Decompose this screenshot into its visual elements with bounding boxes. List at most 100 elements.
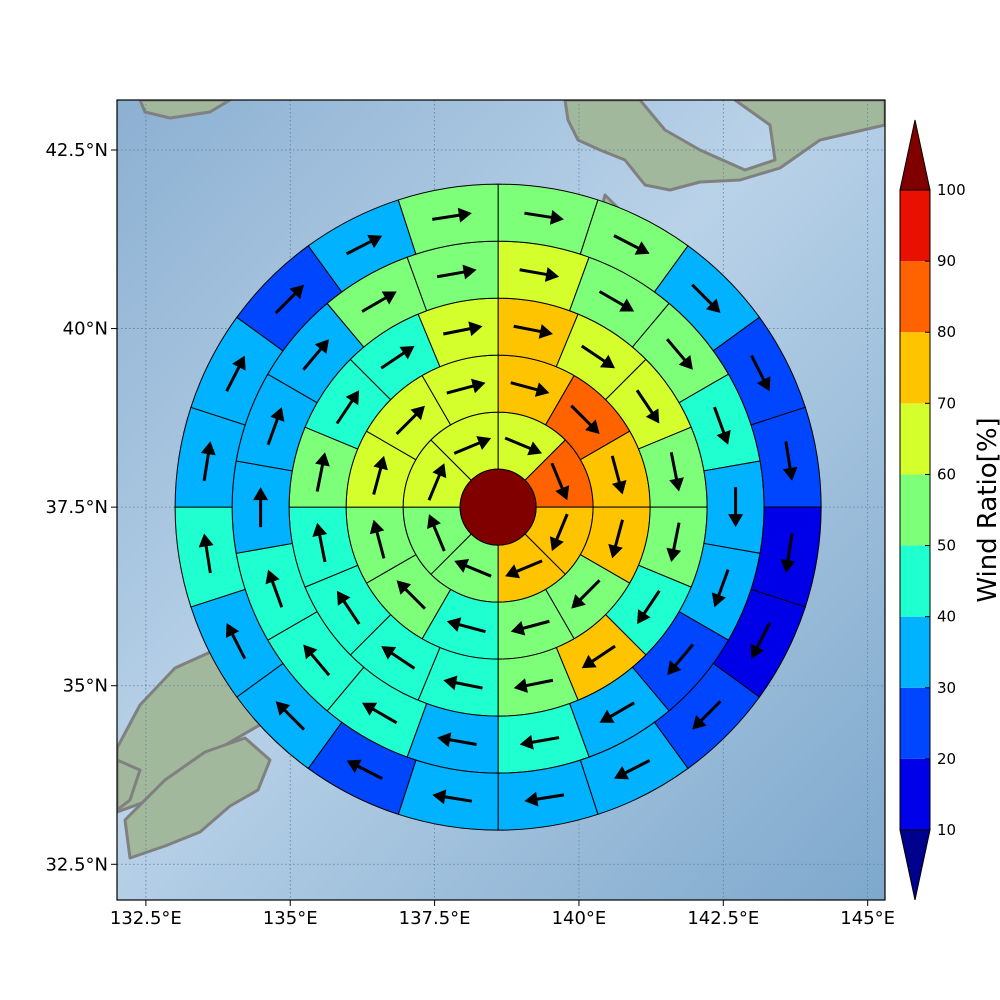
x-axis-ticks: 132.5°E 135°E 137.5°E 140°E 142.5°E 145°E [110, 900, 895, 929]
wind-arrow [312, 522, 328, 563]
sector-cell [231, 460, 293, 554]
land-shape [117, 758, 142, 812]
wind-arrow [524, 210, 564, 225]
wind-arrow [437, 732, 477, 748]
wind-arrow [395, 405, 425, 435]
wind-arrow [362, 702, 398, 725]
wind-arrow [570, 404, 600, 434]
wind-arrow [345, 234, 383, 256]
y-tick-label: 42.5°N [45, 140, 108, 161]
colorbar-tick-label: 30 [937, 679, 956, 697]
colorbar-band [900, 403, 930, 475]
wind-arrow [443, 675, 483, 691]
y-axis-ticks: 32.5°N 35°N 37.5°N 40°N 42.5°N [45, 140, 117, 875]
colorbar: 10 20 30 40 50 60 70 80 90 100 Wind Ratio[%] [899, 119, 1000, 901]
wind-arrow [599, 701, 635, 723]
wind-arrow [253, 487, 269, 528]
wind-arrow [711, 569, 730, 608]
wind-arrow [453, 436, 492, 455]
wind-arrow [580, 344, 615, 369]
colorbar-tick-label: 80 [937, 323, 956, 341]
wind-arrow [454, 559, 492, 578]
colorbar-band [900, 332, 930, 404]
wind-arrow [372, 455, 388, 495]
wind-arrow [691, 283, 721, 313]
wind-arrow [519, 267, 560, 282]
wind-arrow [335, 390, 360, 425]
wind-arrow [510, 381, 550, 397]
y-tick-label: 35°N [63, 676, 108, 697]
wind-arrow [436, 264, 477, 280]
wind-arrow [637, 590, 661, 625]
wind-arrow [266, 407, 285, 446]
colorbar-band [900, 616, 930, 688]
wind-arrow [346, 759, 383, 780]
wind-arrow [432, 207, 472, 223]
wind-arrow [443, 321, 483, 337]
wind-arrow [728, 487, 744, 528]
wind-arrow [581, 644, 616, 669]
colorbar-tick-label: 10 [937, 821, 956, 839]
colorbar-frame [899, 189, 931, 831]
wind-arrow [505, 559, 543, 579]
x-tick-label: 145°E [840, 908, 895, 929]
wind-arrow [524, 791, 565, 807]
wind-arrow [225, 623, 247, 660]
wind-arrow [198, 533, 214, 574]
x-tick-label: 132.5°E [110, 908, 182, 929]
wind-arrow [613, 234, 650, 255]
y-tick-label: 40°N [63, 319, 108, 340]
wind-arrow [380, 346, 415, 370]
wind-arrows [198, 207, 798, 807]
wind-arrow [427, 514, 446, 552]
wind-arrow [302, 339, 329, 371]
colorbar-under-extension [899, 829, 931, 901]
colorbar-band [900, 687, 930, 759]
wind-arrow [782, 441, 798, 481]
wind-arrow [265, 569, 284, 608]
colorbar-over-extension [899, 119, 931, 191]
wind-arrow [432, 789, 472, 805]
map-plot-area [116, 99, 886, 901]
wind-arrow [513, 678, 554, 693]
colorbar-tick-label: 60 [937, 465, 956, 483]
wind-arrow [667, 643, 695, 676]
wind-arrow [780, 533, 796, 573]
wind-arrow [610, 455, 627, 495]
wind-arrow [550, 462, 570, 501]
colorbar-tick-label: 20 [937, 750, 956, 768]
wind-arrow [396, 580, 426, 610]
wind-arrow [303, 644, 331, 677]
colorbar-band [900, 190, 930, 262]
wind-arrow [750, 354, 771, 392]
wind-arrow [446, 617, 486, 634]
x-tick-label: 135°E [263, 908, 318, 929]
x-tick-label: 137.5°E [399, 908, 471, 929]
wind-arrow [635, 389, 660, 424]
x-tick-label: 140°E [552, 908, 607, 929]
wind-arrow [713, 406, 731, 445]
colorbar-title: Wind Ratio[%] [973, 417, 1000, 602]
colorbar-band [900, 758, 930, 830]
wind-arrow [225, 355, 246, 392]
land-shape [138, 100, 232, 120]
x-tick-label: 142.5°E [687, 908, 759, 929]
wind-arrow [614, 759, 651, 780]
y-tick-label: 32.5°N [45, 854, 108, 875]
wind-arrow [381, 646, 416, 670]
wind-arrow [666, 522, 682, 562]
colorbar-tick-label: 70 [937, 394, 956, 412]
colorbar-band [900, 261, 930, 333]
wind-arrow [519, 734, 560, 750]
wind-arrow [549, 513, 569, 552]
colorbar-band [900, 545, 930, 617]
wind-arrow [666, 338, 693, 370]
wind-arrow [361, 291, 397, 313]
center-disk [459, 468, 537, 546]
colorbar-tick-label: 90 [937, 252, 956, 270]
wind-arrow [275, 701, 306, 731]
y-tick-label: 37.5°N [45, 497, 108, 518]
colorbar-band [900, 474, 930, 546]
colorbar-tick-label: 40 [937, 608, 956, 626]
